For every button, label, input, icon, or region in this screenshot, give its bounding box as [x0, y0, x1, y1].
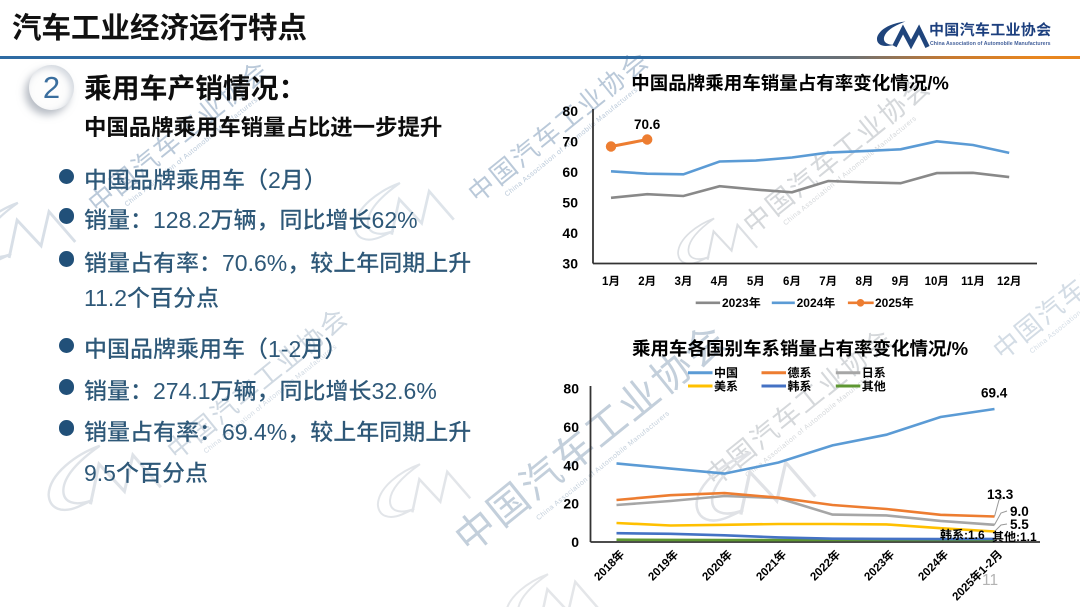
svg-text:80: 80 — [562, 103, 578, 119]
svg-text:2023年: 2023年 — [722, 296, 761, 310]
svg-text:20: 20 — [563, 496, 579, 512]
svg-text:德系: 德系 — [788, 366, 812, 380]
svg-text:3月: 3月 — [674, 275, 692, 288]
svg-text:2018年: 2018年 — [592, 548, 628, 584]
svg-text:2022年: 2022年 — [808, 548, 844, 584]
svg-text:2021年: 2021年 — [754, 548, 790, 584]
svg-text:2023年: 2023年 — [862, 548, 898, 584]
svg-text:11月: 11月 — [961, 275, 985, 288]
svg-text:70.6: 70.6 — [634, 117, 661, 132]
svg-text:韩系: 韩系 — [788, 379, 812, 393]
svg-text:0: 0 — [571, 534, 579, 550]
svg-text:7月: 7月 — [819, 275, 837, 288]
svg-text:8月: 8月 — [855, 275, 873, 288]
svg-text:60: 60 — [562, 164, 578, 180]
svg-text:4月: 4月 — [711, 275, 729, 288]
svg-text:9.0: 9.0 — [1010, 504, 1029, 519]
svg-text:2024年: 2024年 — [916, 548, 952, 584]
svg-text:其他:1.1: 其他:1.1 — [992, 530, 1037, 544]
svg-text:日系: 日系 — [862, 366, 886, 380]
svg-text:中国品牌乘用车销量占有率变化情况/%: 中国品牌乘用车销量占有率变化情况/% — [631, 73, 949, 94]
svg-text:5.5: 5.5 — [1010, 517, 1029, 532]
svg-text:30: 30 — [562, 256, 578, 272]
svg-text:9月: 9月 — [892, 275, 910, 288]
svg-text:2024年: 2024年 — [797, 296, 836, 310]
svg-text:韩系:1.6: 韩系:1.6 — [940, 528, 985, 542]
svg-text:70: 70 — [562, 133, 578, 149]
svg-text:13.3: 13.3 — [987, 487, 1014, 502]
svg-text:60: 60 — [563, 419, 579, 435]
svg-text:2025年: 2025年 — [875, 296, 914, 310]
svg-text:69.4: 69.4 — [981, 386, 1008, 401]
svg-text:其他: 其他 — [862, 379, 886, 393]
svg-text:40: 40 — [562, 225, 578, 241]
svg-text:乘用车各国别车系销量占有率变化情况/%: 乘用车各国别车系销量占有率变化情况/% — [632, 338, 968, 359]
svg-text:80: 80 — [563, 381, 579, 397]
svg-text:2月: 2月 — [638, 275, 656, 288]
svg-text:2019年: 2019年 — [646, 548, 682, 584]
svg-text:50: 50 — [562, 194, 578, 210]
svg-text:40: 40 — [563, 457, 579, 473]
svg-text:12月: 12月 — [997, 275, 1021, 288]
svg-text:10月: 10月 — [925, 275, 949, 288]
svg-text:2020年: 2020年 — [700, 548, 736, 584]
svg-text:1月: 1月 — [602, 275, 620, 288]
svg-text:6月: 6月 — [783, 275, 801, 288]
svg-text:中国: 中国 — [714, 366, 738, 380]
svg-text:美系: 美系 — [714, 379, 738, 393]
svg-text:5月: 5月 — [747, 275, 765, 288]
